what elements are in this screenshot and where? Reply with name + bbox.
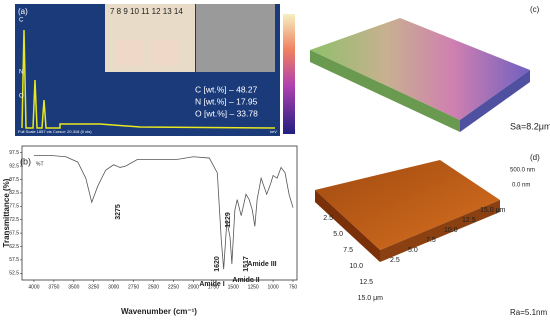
surface-edge [315, 190, 380, 262]
axis-tick-label: 2.5 [323, 215, 333, 222]
panel-label: (b) [20, 156, 31, 166]
x-tick-label: 1750 [208, 284, 219, 290]
y-tick-label: 92.5 [9, 163, 19, 169]
sem-image [196, 4, 275, 72]
surface [310, 18, 530, 120]
x-tick-label: 2750 [128, 284, 139, 290]
spectrum-line [33, 154, 294, 270]
y-tick-label: 87.5 [9, 177, 19, 183]
y-tick-label: 77.5 [9, 204, 19, 210]
axis-tick-label: 12.5 [359, 279, 373, 286]
axis-tick-label: 5.0 [408, 247, 418, 254]
element-label: O [19, 94, 24, 100]
annotation: Amide I [199, 281, 224, 288]
panel-label: (d) [530, 153, 540, 162]
axis-tick-label: 10.0 [349, 263, 363, 270]
x-tick-label: 2500 [148, 284, 159, 290]
panel-a: (a) C N O C [wt.%] – 48.27 N [wt.%] – 17… [15, 4, 295, 136]
z-top: 500.0 nm [510, 168, 535, 174]
annotation: Amide II [232, 277, 259, 284]
surface-edge [380, 200, 500, 262]
y-tick-label: 67.5 [9, 230, 19, 236]
x-tick-label: 4000 [28, 284, 39, 290]
axis-tick-label: 2.5 [390, 257, 400, 264]
footer: Full Scale 1857 cts Cursor: 20.318 (0 ct… [18, 129, 92, 134]
surface-edge [310, 50, 460, 132]
y-tick-label: 57.5 [9, 257, 19, 263]
ftir-chart: (b) %T Wavenumber (cm⁻¹) Transmittance (… [2, 145, 298, 316]
axis-tick-label: 10.0 [444, 227, 458, 234]
panel-label: (a) [18, 7, 28, 16]
panel-c: (c) Sa=8.2μm [310, 5, 550, 132]
y-tick-label: 62.5 [9, 244, 19, 250]
axis-tick-label: 15.0 μm [480, 207, 506, 214]
y-tick-label: 52.5 [9, 271, 19, 277]
surface [315, 160, 500, 250]
annotation: Amide III [247, 261, 276, 268]
roughness: Sa=8.2μm [510, 121, 550, 131]
axis-tick-label: 7.5 [426, 237, 436, 244]
element-label: N [19, 70, 23, 76]
y-unit: %T [36, 161, 44, 167]
x-tick-label: 3500 [68, 284, 79, 290]
panel-d: (d) 500.0 nm 0.0 nm Ra=5.1nm 15.0 μm 12.5… [315, 153, 547, 317]
composition: N [wt.%] – 17.95 [195, 96, 258, 106]
x-tick-label: 3750 [48, 284, 59, 290]
y-tick-label: 82.5 [9, 190, 19, 196]
x-tick-label: 1500 [228, 284, 239, 290]
surface-edge [460, 70, 530, 132]
axis-tick-label: 7.5 [343, 247, 353, 254]
roughness: Ra=5.1nm [510, 308, 547, 317]
annotation: 1620 [214, 256, 221, 272]
x-tick-label: 1000 [268, 284, 279, 290]
axis-tick-label: 12.5 [462, 217, 476, 224]
composition: C [wt.%] – 48.27 [195, 84, 258, 94]
sample [152, 40, 177, 65]
z-bottom: 0.0 nm [512, 183, 530, 189]
y-axis-title: Transmittance (%) [2, 178, 11, 247]
axis-tick-label: 15.0 μm [358, 295, 384, 302]
x-tick-label: 2000 [188, 284, 199, 290]
x-axis-title: Wavenumber (cm⁻¹) [121, 307, 197, 316]
x-tick-label: 3000 [108, 284, 119, 290]
element-label: C [19, 18, 24, 24]
panel-label: (c) [530, 5, 540, 14]
x-tick-label: 3250 [88, 284, 99, 290]
plot-frame [21, 145, 298, 281]
sample [118, 40, 143, 65]
annotation: 3275 [115, 204, 122, 220]
y-tick-label: 72.5 [9, 217, 19, 223]
eds-spectrum [21, 29, 276, 129]
annotation: 1517 [243, 256, 250, 272]
x-tick-label: 1250 [248, 284, 259, 290]
annotation: 1229 [225, 212, 232, 228]
composition: O [wt.%] – 33.78 [195, 108, 258, 118]
y-tick-label: 97.5 [9, 150, 19, 156]
colorbar [283, 14, 295, 134]
axis-tick-label: 5.0 [333, 231, 343, 238]
ruler: 7 8 9 10 11 12 13 14 [110, 7, 183, 16]
unit: keV [270, 129, 277, 134]
x-tick-label: 2250 [168, 284, 179, 290]
x-tick-label: 750 [289, 284, 298, 290]
